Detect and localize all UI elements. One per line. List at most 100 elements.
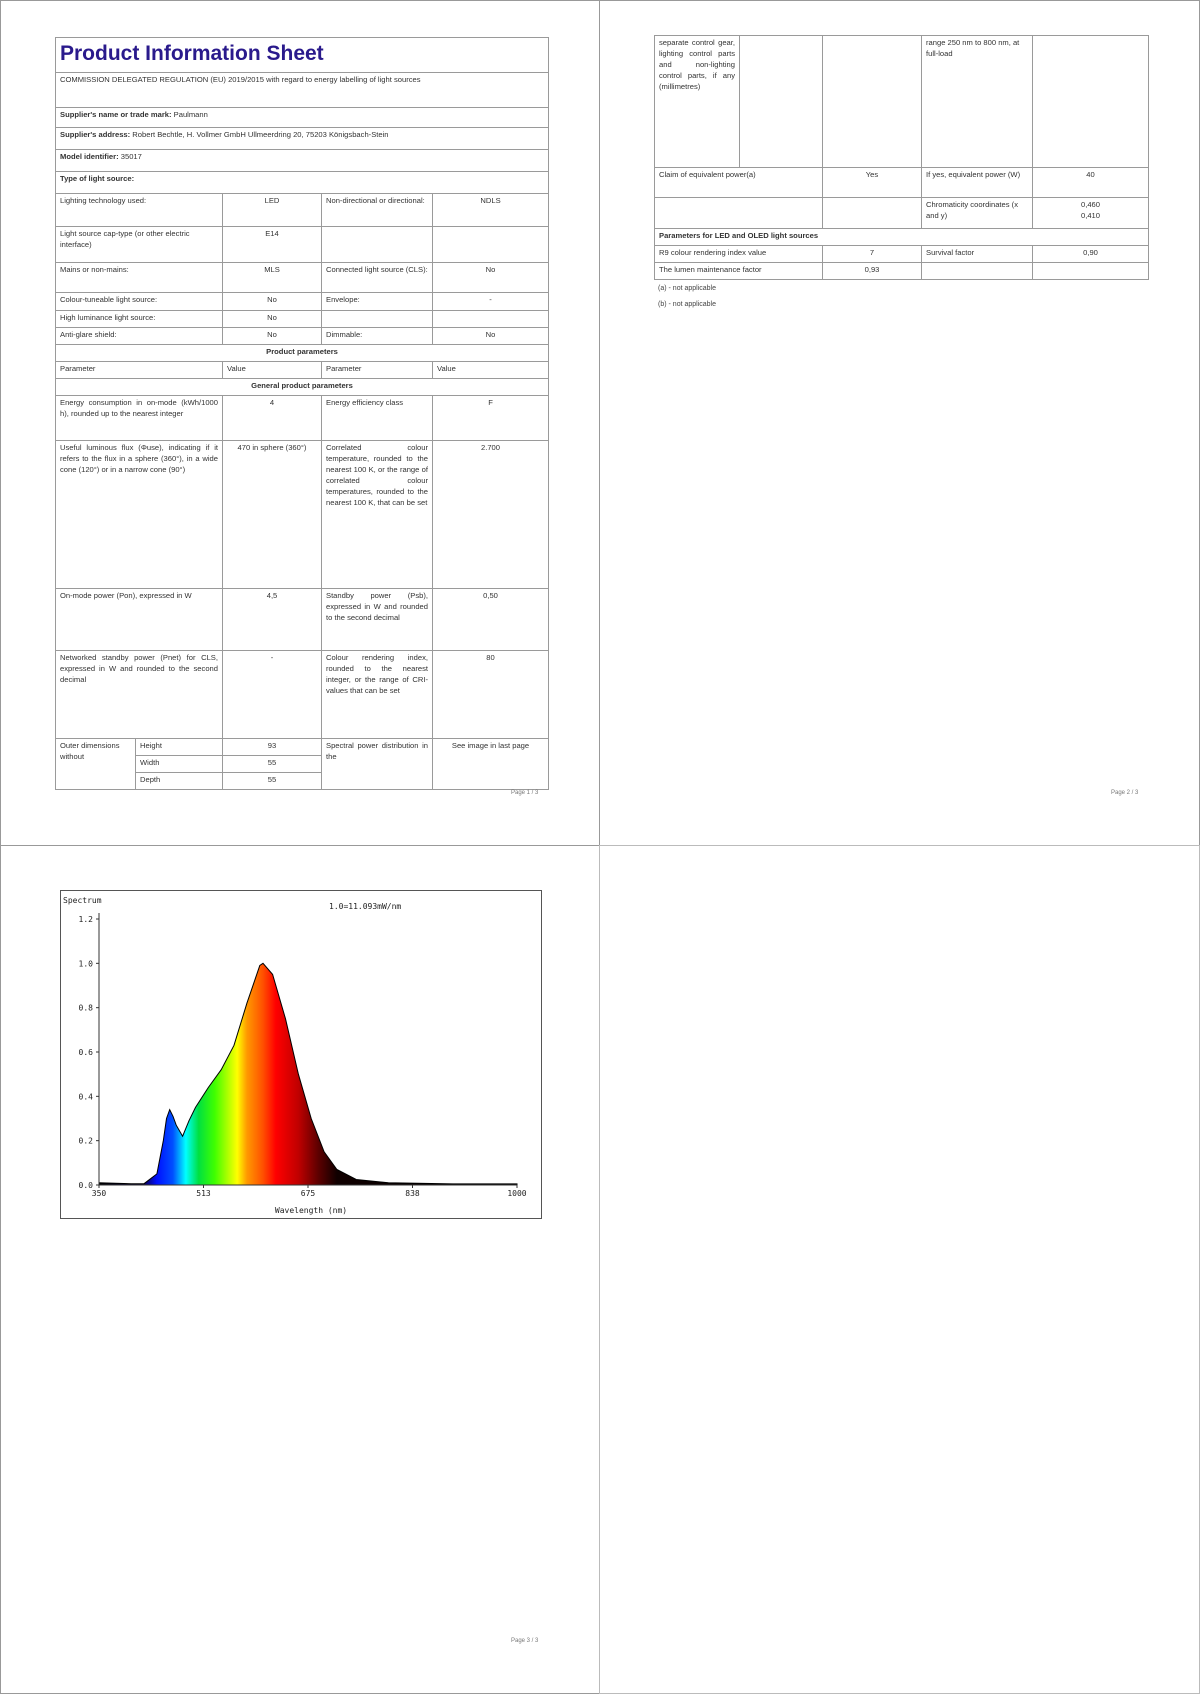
cell: 4,5	[222, 588, 322, 651]
table-row: Mains or non-mains: MLS Connected light so…	[55, 262, 550, 293]
footnote: (b) - not applicable	[658, 301, 716, 308]
table-row: separate control gear, lighting control …	[654, 35, 1149, 168]
spectrum-area	[98, 962, 518, 1186]
model-label: Model identifier:	[60, 152, 119, 161]
cell: Dimmable:	[321, 327, 433, 345]
table-row: The lumen maintenance factor 0,93	[654, 262, 1149, 280]
cell: 2.700	[431, 440, 550, 589]
cell: F	[431, 395, 550, 441]
cell: No	[222, 310, 322, 328]
cell: 55	[222, 772, 322, 790]
x-axis-label: Wavelength (nm)	[275, 1206, 347, 1215]
table-row: Light source cap-type (or other electric…	[55, 226, 550, 263]
cell: Non-directional or directional:	[321, 193, 433, 227]
table-row: Outer dimensions without Height 93 Spectral…	[55, 738, 550, 790]
cell: Correlated colour temperature, rounded t…	[321, 440, 433, 589]
page-2: separate control gear, lighting control …	[599, 0, 1200, 846]
table-row: Useful luminous flux (Φuse), indicating …	[55, 440, 550, 589]
y-tick-label: 1.0	[79, 959, 94, 968]
page-number: Page 1 / 3	[511, 790, 539, 796]
cell: Useful luminous flux (Φuse), indicating …	[55, 440, 223, 589]
cell: range 250 nm to 800 nm, at full-load	[921, 35, 1033, 168]
table-row: R9 colour rendering index value 7 Survival…	[654, 245, 1149, 263]
cell: Anti-glare shield:	[55, 327, 223, 345]
cell: -	[431, 292, 550, 311]
x-tick-label: 838	[405, 1189, 420, 1198]
cell	[321, 310, 433, 328]
cell: 93	[222, 738, 322, 756]
header-cell: Value	[431, 361, 550, 379]
y-tick-label: 0.2	[79, 1137, 94, 1146]
cell: The lumen maintenance factor	[654, 262, 823, 280]
cell: Colour-tuneable light source:	[55, 292, 223, 311]
x-tick-label: 675	[301, 1189, 316, 1198]
x-tick-label: 513	[196, 1189, 211, 1198]
header-cell: Value	[222, 361, 322, 379]
cell: Connected light source (CLS):	[321, 262, 433, 293]
cell: 40	[1032, 167, 1149, 198]
table-row: Depth 55	[56, 772, 549, 790]
cell: 55	[222, 755, 322, 773]
led-parameters-heading: Parameters for LED and OLED light source…	[654, 228, 1149, 246]
cell: separate control gear, lighting control …	[654, 35, 740, 168]
cell: 7	[822, 245, 922, 263]
cell: Mains or non-mains:	[55, 262, 223, 293]
y-tick-label: 0.8	[79, 1004, 94, 1013]
table-row: Claim of equivalent power(a) Yes If yes, e…	[654, 167, 1149, 198]
cell: -	[222, 650, 322, 739]
cell	[431, 310, 550, 328]
table-row: Colour-tuneable light source: No Envelope:…	[55, 292, 550, 311]
cell: Lighting technology used:	[55, 193, 223, 227]
spectrum-chart: 0.0 0.2 0.4 0.6 0.8 1.0 1.2 350 513 675 838 1000 Sp…	[60, 890, 542, 1219]
cell: 80	[431, 650, 550, 739]
table-row: Networked standby power (Pnet) for CLS, …	[55, 650, 550, 739]
page-3: 0.0 0.2 0.4 0.6 0.8 1.0 1.2 350 513 675 838 1000 Sp…	[0, 845, 600, 1694]
x-tick-label: 1000	[507, 1189, 526, 1198]
y-tick-label: 0.4	[79, 1092, 94, 1101]
product-info-table-continued: separate control gear, lighting control …	[654, 35, 1149, 280]
cell: No	[222, 327, 322, 345]
cell: 470 in sphere (360°)	[222, 440, 322, 589]
footnote: (a) - not applicable	[658, 285, 716, 292]
cell: Standby power (Psb), expressed in W and …	[321, 588, 433, 651]
y-tick-label: 1.2	[79, 915, 94, 924]
cell	[431, 226, 550, 263]
cell: Colour rendering index, rounded to the n…	[321, 650, 433, 739]
cell: Claim of equivalent power(a)	[654, 167, 823, 198]
cell: Chromaticity coordinates (x and y)	[921, 197, 1033, 229]
table-row: Energy consumption in on-mode (kWh/1000 …	[55, 395, 550, 441]
cell: R9 colour rendering index value	[654, 245, 823, 263]
cell: No	[431, 327, 550, 345]
page-title: Product Information Sheet	[54, 37, 550, 73]
header-cell: Parameter	[321, 361, 433, 379]
header-cell: Parameter	[55, 361, 223, 379]
table-row: Anti-glare shield: No Dimmable: No	[55, 327, 550, 345]
table-row: Chromaticity coordinates (x and y) 0,460 0…	[654, 197, 1149, 229]
supplier-address: Robert Bechtle, H. Vollmer GmbH Ullmeerd…	[132, 130, 389, 139]
cell: No	[222, 292, 322, 311]
y-tick-label: 0.6	[79, 1048, 94, 1057]
y-tick-label: 0.0	[79, 1181, 94, 1190]
product-parameters-heading: Product parameters	[54, 344, 550, 362]
table-row: Lighting technology used: LED Non-directio…	[55, 193, 550, 227]
cell: MLS	[222, 262, 322, 293]
chart-annotation: 1.0=11.093mW/nm	[329, 902, 401, 911]
table-row: On-mode power (Pon), expressed in W 4,5 St…	[55, 588, 550, 651]
cell: Envelope:	[321, 292, 433, 311]
chroma-y: 0,410	[1080, 211, 1100, 220]
cell: On-mode power (Pon), expressed in W	[55, 588, 223, 651]
cell: Height	[135, 738, 223, 756]
cell: 4	[222, 395, 322, 441]
page-4-blank	[599, 845, 1200, 1694]
page-number: Page 3 / 3	[511, 1638, 539, 1644]
cell: High luminance light source:	[55, 310, 223, 328]
general-parameters-heading: General product parameters	[54, 378, 550, 396]
dims-label: Outer dimensions without	[55, 738, 136, 790]
cell: Energy consumption in on-mode (kWh/1000 …	[55, 395, 223, 441]
cell: If yes, equivalent power (W)	[921, 167, 1033, 198]
type-label: Type of light source:	[54, 171, 550, 194]
x-tick-label: 350	[92, 1189, 107, 1198]
product-info-table: Product Information Sheet COMMISSION DEL…	[54, 37, 550, 790]
cell	[321, 226, 433, 263]
cell: Light source cap-type (or other electric…	[55, 226, 223, 263]
